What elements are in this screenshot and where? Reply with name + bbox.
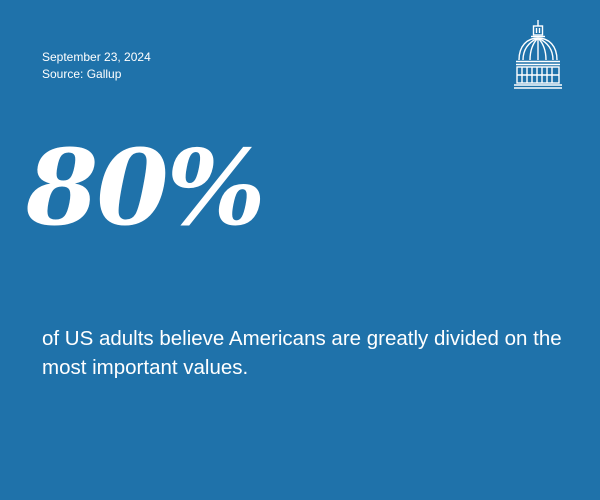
source-label: Source: Gallup	[42, 67, 122, 81]
headline-percentage: 80%	[26, 126, 266, 249]
publish-date: September 23, 2024	[42, 50, 151, 64]
meta-info: September 23, 2024 Source: Gallup	[42, 49, 151, 83]
capitol-dome-icon	[513, 18, 563, 92]
stat-description: of US adults believe Americans are great…	[42, 327, 562, 379]
